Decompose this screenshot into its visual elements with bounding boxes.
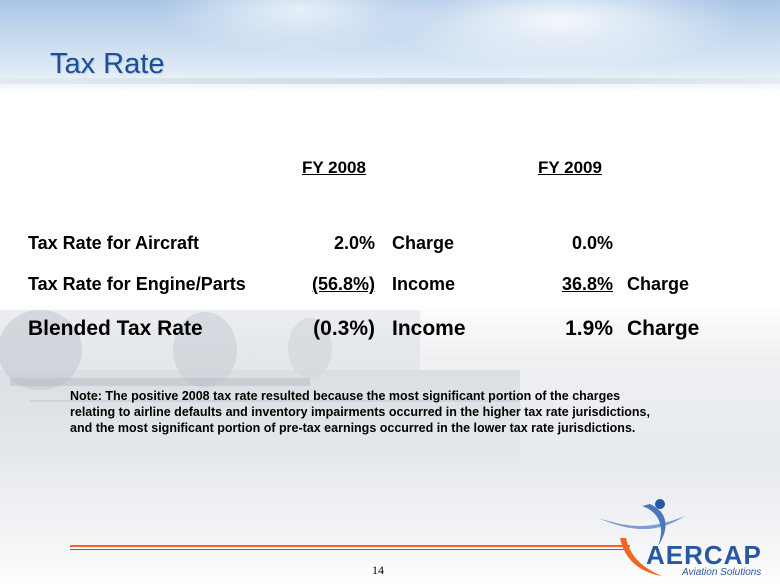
blended-fy2008-type: Income xyxy=(392,317,466,340)
blended-fy2008-value: (0.3%) xyxy=(313,317,375,340)
footer-line-blue xyxy=(70,549,630,550)
aircraft-fy2008-type: Charge xyxy=(392,233,455,253)
footnote-line-3: and the most significant portion of pre-… xyxy=(70,421,636,435)
aircraft-fy2009-value: 0.0% xyxy=(571,233,613,253)
blended-fy2009-value: 1.9% xyxy=(565,317,613,340)
aircraft-fy2008-value: 2.0% xyxy=(333,233,375,253)
header-fy2009: FY 2009 xyxy=(538,158,602,177)
header-fy2008: FY 2008 xyxy=(302,158,366,177)
slide-title: Tax Rate xyxy=(50,48,165,80)
blended-fy2009-type: Charge xyxy=(627,317,700,340)
engine-parts-fy2008-type: Income xyxy=(392,274,456,294)
sky-background xyxy=(0,0,780,90)
footer-line-orange xyxy=(70,545,630,547)
footnote: Note: The positive 2008 tax rate resulte… xyxy=(70,388,700,436)
aircraft-background-image xyxy=(0,310,520,470)
aercap-swoosh-icon xyxy=(598,499,685,576)
row-label-engine-parts: Tax Rate for Engine/Parts xyxy=(28,274,246,294)
logo-tagline: Aviation Solutions xyxy=(682,567,762,578)
engine-parts-fy2009-type: Charge xyxy=(627,274,690,294)
logo-wordmark: AERCAP xyxy=(646,540,762,570)
engine-parts-fy2009-value: 36.8% xyxy=(561,274,613,294)
row-label-aircraft: Tax Rate for Aircraft xyxy=(28,233,200,253)
title-underbar xyxy=(0,78,780,84)
footnote-line-2: relating to airline defaults and invento… xyxy=(70,405,650,419)
row-label-blended: Blended Tax Rate xyxy=(28,317,203,340)
engine-parts-fy2008-value: (56.8%) xyxy=(311,274,375,294)
footnote-line-1: Note: The positive 2008 tax rate resulte… xyxy=(70,389,621,403)
page-number: 14 xyxy=(372,563,384,577)
